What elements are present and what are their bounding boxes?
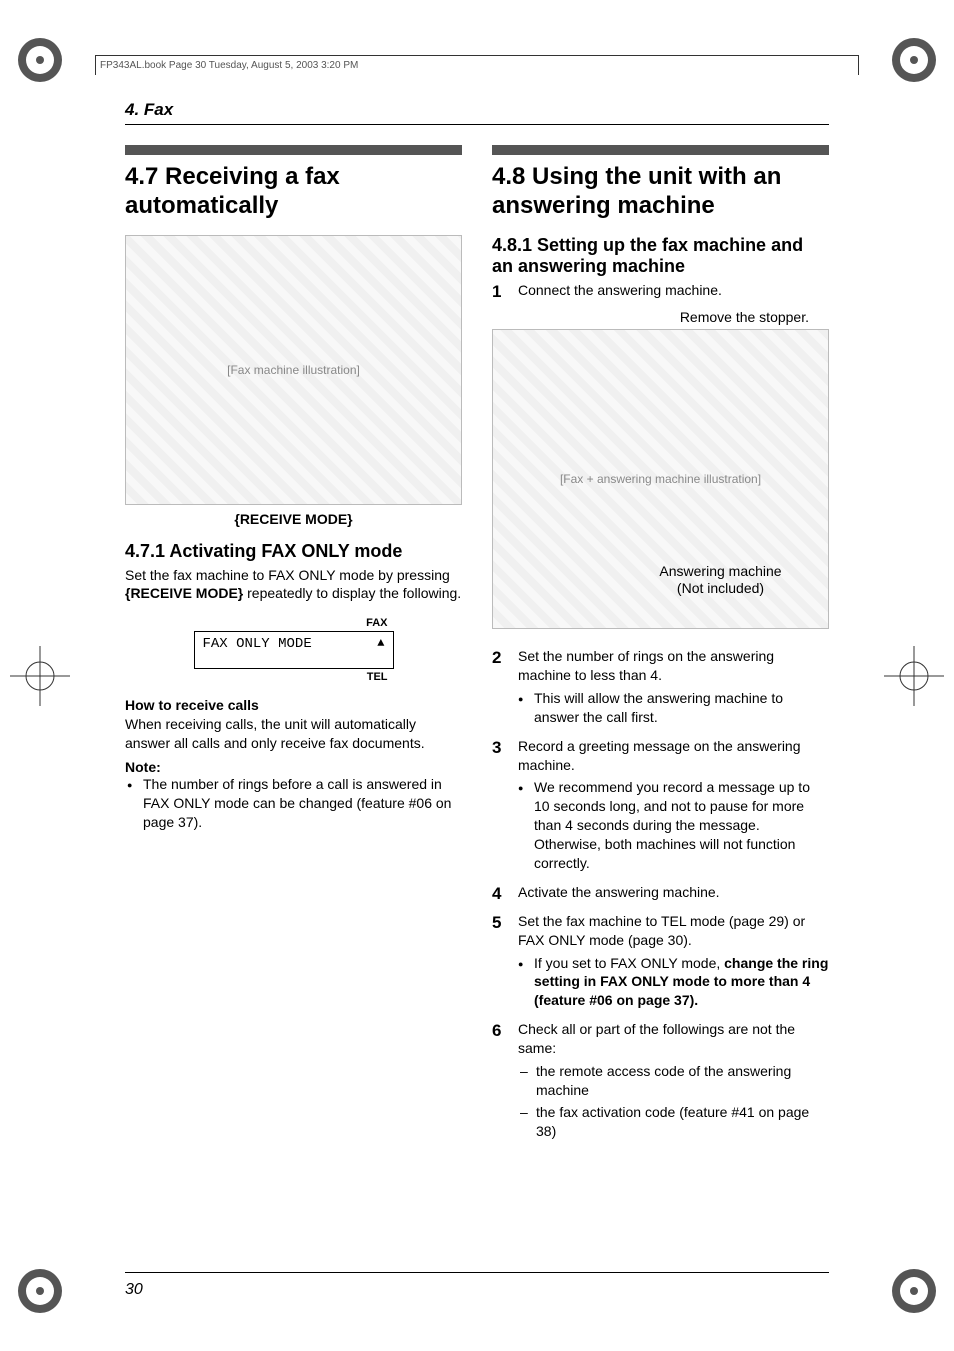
- note-list: The number of rings before a call is ans…: [125, 775, 462, 832]
- chapter-heading: 4. Fax: [125, 100, 829, 120]
- step-number: 4: [492, 883, 501, 906]
- page-number: 30: [125, 1281, 143, 1299]
- steps-list-cont: 2 Set the number of rings on the answeri…: [492, 647, 829, 1140]
- crop-mark-icon: [10, 646, 70, 706]
- step-number: 1: [492, 281, 501, 304]
- step-text: Record a greeting message on the answeri…: [518, 738, 801, 773]
- sub-bullet: This will allow the answering machine to…: [518, 689, 829, 727]
- steps-list: 1Connect the answering machine.: [492, 281, 829, 300]
- sub-item: We recommend you record a message up to …: [518, 778, 829, 872]
- sub-text-part1: Set the fax machine to FAX ONLY mode by …: [125, 567, 450, 583]
- step-6: 6 Check all or part of the followings ar…: [492, 1020, 829, 1140]
- dash-item: the remote access code of the answering …: [518, 1062, 829, 1100]
- step-text: Set the number of rings on the answering…: [518, 648, 774, 683]
- chapter-underline: [125, 124, 829, 125]
- dash-item: the fax activation code (feature #41 on …: [518, 1103, 829, 1141]
- sub-item-pre: If you set to FAX ONLY mode,: [534, 955, 724, 971]
- sub-item: This will allow the answering machine to…: [518, 689, 829, 727]
- section-title: 4.7 Receiving a fax automatically: [125, 163, 462, 221]
- lcd-label-fax: FAX: [194, 617, 394, 629]
- content-area: 4. Fax 4.7 Receiving a fax automatically…: [125, 100, 829, 1271]
- lcd-box: FAX ONLY MODE ▲: [194, 631, 394, 669]
- lcd-display: FAX FAX ONLY MODE ▲ TEL: [194, 617, 394, 683]
- step-number: 2: [492, 647, 501, 670]
- receive-mode-button-ref: {RECEIVE MODE}: [125, 585, 243, 601]
- step-text: Check all or part of the followings are …: [518, 1021, 795, 1056]
- sub-bullet: We recommend you record a message up to …: [518, 778, 829, 872]
- note-label: Note:: [125, 759, 462, 775]
- section-title: 4.8 Using the unit with an answering mac…: [492, 163, 829, 221]
- step-text: Activate the answering machine.: [518, 884, 720, 900]
- dash-list: the remote access code of the answering …: [518, 1062, 829, 1141]
- fax-machine-illustration: [Fax machine illustration]: [125, 235, 462, 505]
- step-4: 4 Activate the answering machine.: [492, 883, 829, 902]
- step-2: 2 Set the number of rings on the answeri…: [492, 647, 829, 727]
- sub-text-part2: repeatedly to display the following.: [243, 585, 461, 601]
- receive-mode-caption: {RECEIVE MODE}: [125, 511, 462, 527]
- step-number: 6: [492, 1020, 501, 1043]
- crop-mark-icon: [10, 30, 70, 90]
- lcd-label-tel: TEL: [194, 671, 394, 683]
- crop-mark-icon: [884, 646, 944, 706]
- right-column: 4.8 Using the unit with an answering mac…: [492, 145, 829, 1151]
- note-item: The number of rings before a call is ans…: [125, 775, 462, 832]
- remove-stopper-caption: Remove the stopper.: [492, 309, 829, 325]
- step-1: 1Connect the answering machine.: [492, 281, 829, 300]
- sub-item: If you set to FAX ONLY mode, change the …: [518, 954, 829, 1011]
- crop-mark-icon: [884, 30, 944, 90]
- step-text: Connect the answering machine.: [518, 282, 722, 298]
- page-header-line: FP343AL.book Page 30 Tuesday, August 5, …: [100, 60, 358, 71]
- up-arrow-icon: ▲: [377, 636, 384, 650]
- section-bar: [492, 145, 829, 155]
- bottom-rule: [125, 1272, 829, 1273]
- step-5: 5 Set the fax machine to TEL mode (page …: [492, 912, 829, 1010]
- step-number: 5: [492, 912, 501, 935]
- how-to-receive-heading: How to receive calls: [125, 697, 462, 713]
- sub-bullet: If you set to FAX ONLY mode, change the …: [518, 954, 829, 1011]
- subsection-text: Set the fax machine to FAX ONLY mode by …: [125, 566, 462, 604]
- how-to-receive-text: When receiving calls, the unit will auto…: [125, 715, 462, 753]
- left-column: 4.7 Receiving a fax automatically [Fax m…: [125, 145, 462, 1151]
- step-number: 3: [492, 737, 501, 760]
- step-text: Set the fax machine to TEL mode (page 29…: [518, 913, 805, 948]
- columns: 4.7 Receiving a fax automatically [Fax m…: [125, 145, 829, 1151]
- step-3: 3 Record a greeting message on the answe…: [492, 737, 829, 873]
- crop-mark-icon: [10, 1261, 70, 1321]
- lcd-text: FAX ONLY MODE: [203, 636, 312, 652]
- answering-machine-caption: Answering machine (Not included): [492, 563, 829, 597]
- section-bar: [125, 145, 462, 155]
- subsection-title: 4.7.1 Activating FAX ONLY mode: [125, 541, 462, 562]
- crop-mark-icon: [884, 1261, 944, 1321]
- subsection-title: 4.8.1 Setting up the fax machine and an …: [492, 235, 829, 277]
